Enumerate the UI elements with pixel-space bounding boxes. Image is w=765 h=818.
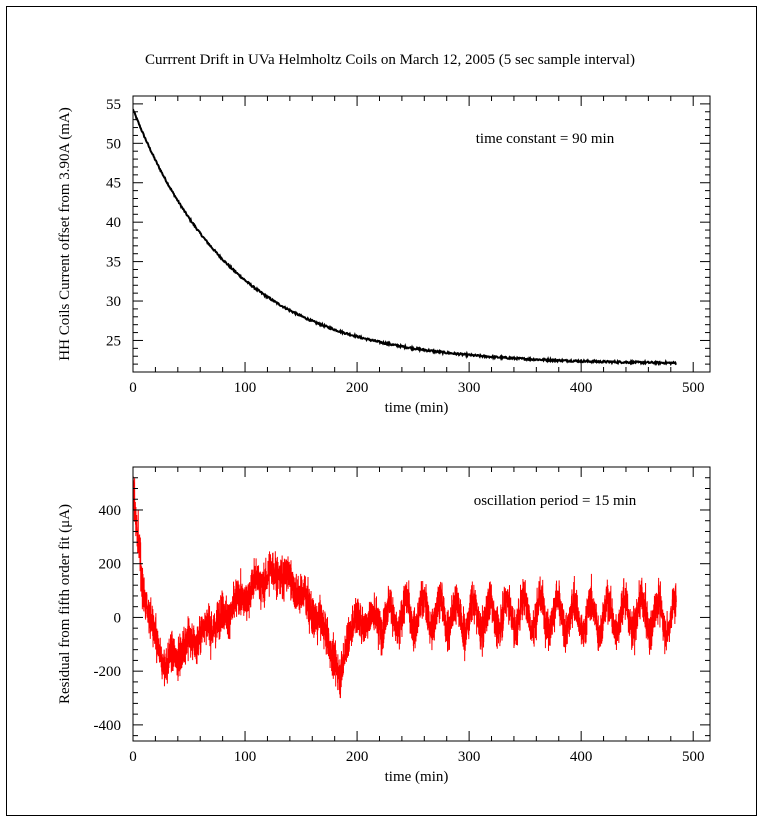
plot-frame [132,95,711,373]
x-axis-label: time (min) [385,400,449,416]
y-tick-label: -400 [94,718,122,734]
y-tick-label: 45 [106,176,121,192]
y-tick-label: 40 [106,215,121,231]
current-drift-line [133,108,677,367]
y-tick-label: -200 [94,664,122,680]
x-tick-label: 0 [129,380,137,396]
residual-line [133,476,677,699]
y-tick-label: 35 [106,255,121,271]
x-tick-label: 300 [458,749,481,765]
plot-frame [132,466,711,742]
x-tick-label: 400 [570,380,593,396]
x-tick-label: 500 [682,380,705,396]
x-tick-label: 200 [346,749,369,765]
x-tick-label: 100 [234,380,257,396]
y-tick-label: 200 [99,557,122,573]
bottom-chart-panel: 0 100 200 300 400 500 -400 -200 0 200 400 time (min… [57,466,711,785]
y-tick-label: 400 [99,503,122,519]
x-tick-label: 200 [346,380,369,396]
x-tick-label: 0 [129,749,137,765]
y-tick-label: 55 [106,97,121,113]
y-tick-label: 0 [114,610,122,626]
y-tick-label: 50 [106,136,121,152]
x-tick-label: 500 [682,749,705,765]
figure-frame [6,6,757,816]
x-tick-label: 400 [570,749,593,765]
y-axis-label: HH Coils Current offset from 3.90A (mA) [57,107,73,360]
x-tick-label: 300 [458,380,481,396]
figure-title: Currrent Drift in UVa Helmholtz Coils on… [145,52,635,68]
chart-annotation: oscillation period = 15 min [474,493,637,509]
top-chart-panel: 0 100 200 300 400 500 25 30 35 40 45 50 55 time (min)… [57,95,711,416]
x-axis-label: time (min) [385,769,449,785]
y-tick-label: 30 [106,294,121,310]
chart-annotation: time constant = 90 min [476,131,615,147]
x-tick-label: 100 [234,749,257,765]
y-tick-label: 25 [106,333,121,349]
y-axis-label: Residual from fifth order fit (μA) [57,504,73,704]
